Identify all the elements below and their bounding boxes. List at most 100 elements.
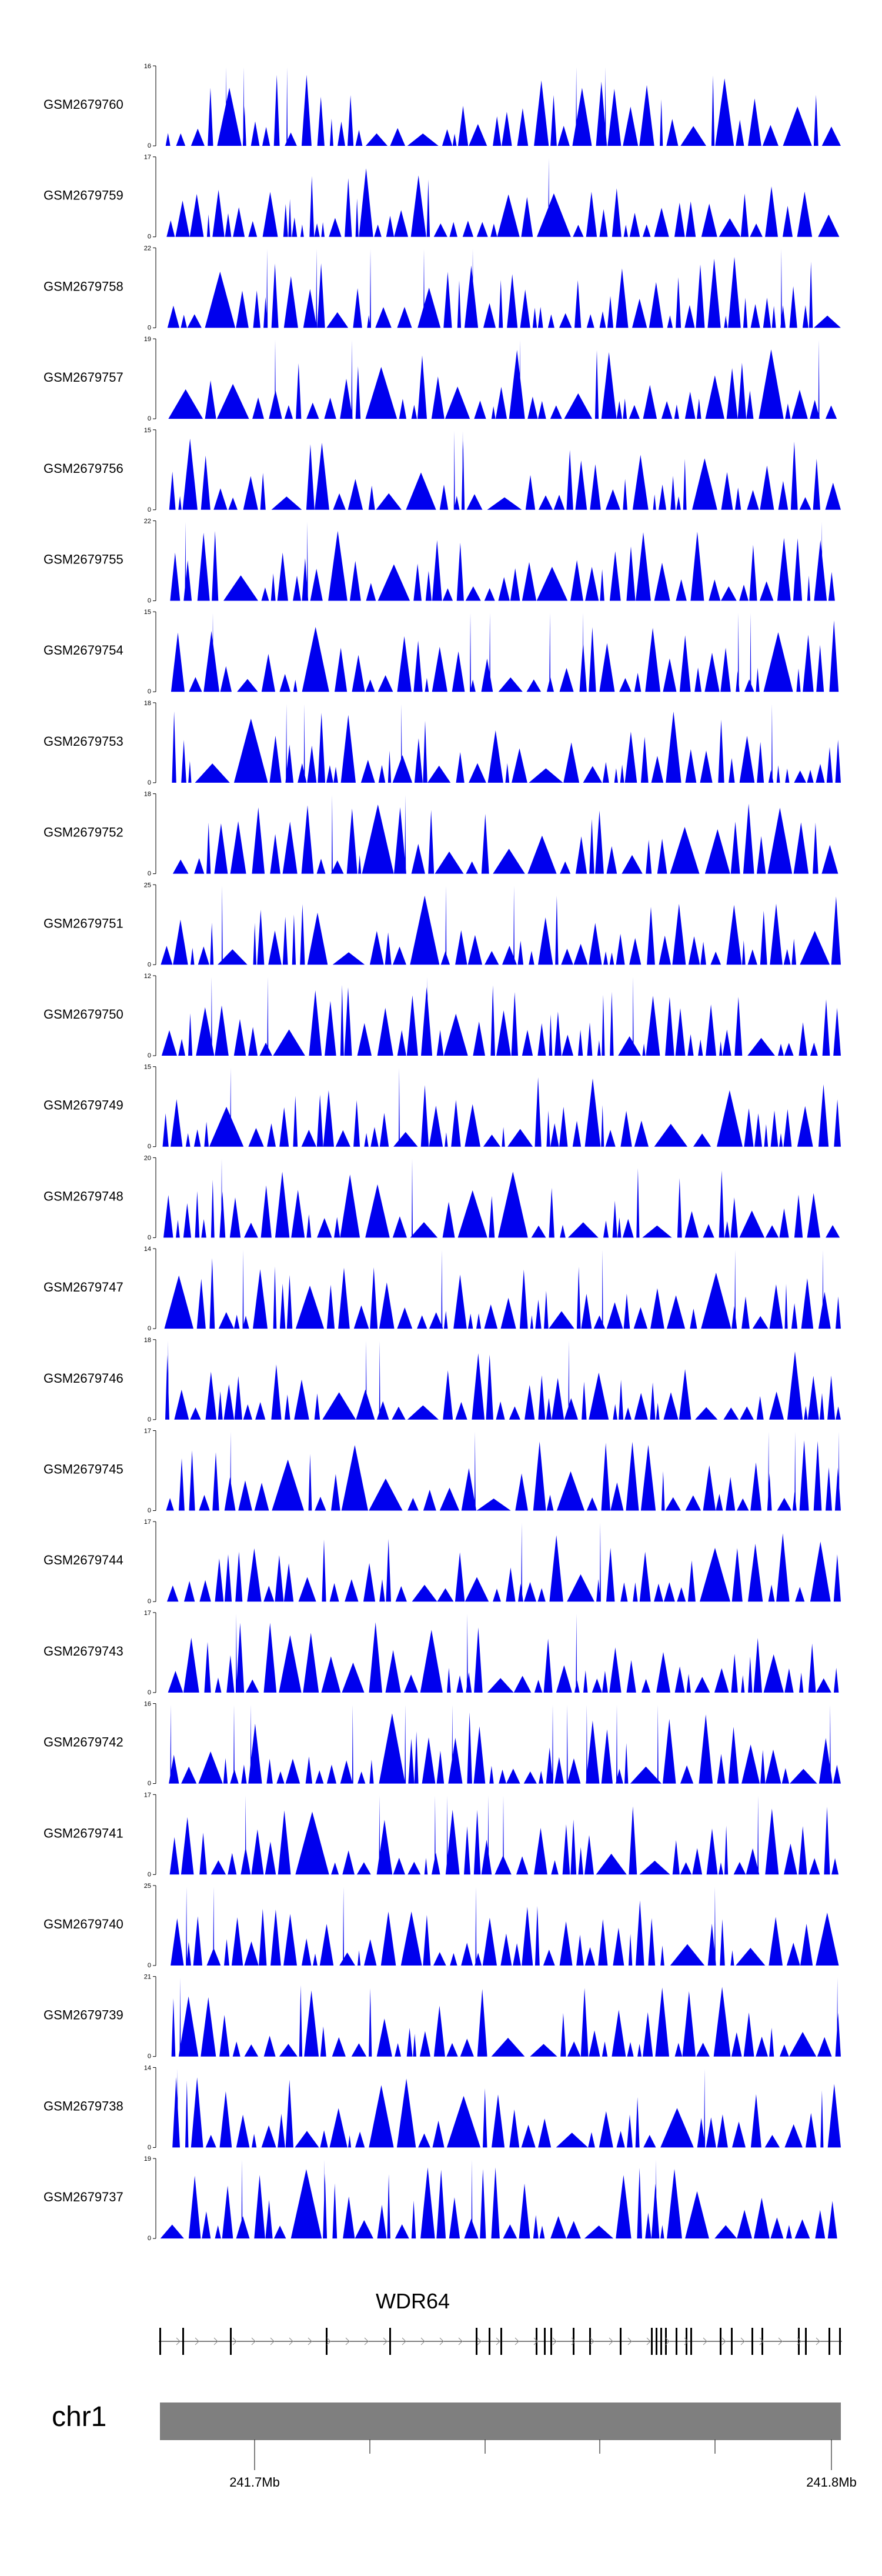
y-min-label: 0 [148,1143,151,1150]
strand-arrow [326,2337,331,2345]
strand-arrow [590,2337,594,2345]
y-min-label: 0 [148,2235,151,2242]
strand-arrow [232,2337,237,2345]
strand-arrow [383,2337,387,2345]
gene-exon [690,2328,692,2355]
coverage-signal [160,613,841,692]
coverage-signal [160,1704,841,1784]
strand-arrow [778,2337,783,2345]
strand-arrow [721,2337,726,2345]
y-min-label: 0 [148,1689,151,1696]
y-min-label: 0 [148,870,151,877]
gene-exon [651,2328,653,2355]
y-min-label: 0 [148,2053,151,2060]
gene-exon [665,2328,667,2355]
gene-exon [761,2328,763,2355]
track-label: GSM2679752 [44,825,123,840]
track-label: GSM2679754 [44,643,123,658]
gene-exon [536,2328,537,2355]
track-label: GSM2679738 [44,2098,123,2113]
strand-arrow [176,2337,181,2345]
y-min-label: 0 [148,1871,151,1878]
coverage-track: GSM2679744 17 0 [44,1519,841,1605]
coverage-track: GSM2679737 19 0 [44,2155,841,2242]
gene-exon [389,2328,391,2355]
gene-annotation-track: WDR64 [159,2289,842,2355]
y-max-label: 17 [144,1610,151,1617]
y-max-label: 18 [144,791,151,798]
track-label: GSM2679737 [44,2190,123,2204]
coverage-signal [160,2160,841,2239]
y-min-label: 0 [148,688,151,695]
gene-exon [839,2328,841,2355]
strand-arrow [213,2337,218,2345]
coverage-signal [160,977,841,1056]
coverage-track: GSM2679759 17 0 [44,154,841,241]
y-max-label: 15 [144,1064,151,1071]
strand-arrow [496,2337,500,2345]
coverage-signal [160,2068,841,2148]
track-label: GSM2679741 [44,1826,123,1840]
gene-exon [182,2328,184,2355]
coverage-track: GSM2679746 18 0 [44,1337,841,1423]
coverage-track: GSM2679748 20 0 [44,1154,841,1241]
y-min-label: 0 [148,142,151,149]
strand-arrow [420,2337,425,2345]
gene-exon [656,2328,657,2355]
strand-arrow [684,2337,689,2345]
coverage-signal [160,1067,841,1147]
gene-exon [751,2328,753,2355]
gene-exon [620,2328,622,2355]
gene-exon [550,2328,552,2355]
coverage-signal [160,795,841,874]
track-label: GSM2679755 [44,552,123,567]
y-max-label: 20 [144,1154,151,1162]
y-min-label: 0 [148,233,151,241]
strand-arrow [703,2337,707,2345]
y-max-label: 17 [144,1519,151,1526]
y-max-label: 14 [144,2064,151,2071]
gene-exon [573,2328,574,2355]
gene-exon [720,2328,721,2355]
gene-exon [544,2328,546,2355]
y-min-label: 0 [148,1962,151,1969]
track-label: GSM2679746 [44,1371,123,1386]
track-label: GSM2679744 [44,1553,123,1567]
coverage-signal [160,703,841,783]
coverage-signal [160,1523,841,1602]
gene-exon [686,2328,687,2355]
track-label: GSM2679745 [44,1462,123,1477]
y-max-label: 21 [144,1974,151,1981]
coverage-track: GSM2679738 14 0 [44,2064,841,2151]
strand-arrow [477,2337,482,2345]
coverage-track: GSM2679756 15 0 [44,427,841,513]
y-min-label: 0 [148,1325,151,1332]
coverage-track: GSM2679742 16 0 [44,1701,841,1787]
gene-exon [828,2328,830,2355]
y-max-label: 15 [144,609,151,616]
coverage-track: GSM2679751 25 0 [44,882,841,968]
coverage-signal [160,1159,841,1238]
y-max-label: 16 [144,1701,151,1708]
strand-arrow [402,2337,406,2345]
coverage-track: GSM2679743 17 0 [44,1610,841,1696]
coverage-signal [160,340,841,419]
coverage-signal [160,1340,841,1420]
strand-arrow [458,2337,463,2345]
y-min-label: 0 [148,1416,151,1423]
coverage-signal [160,67,841,146]
track-label: GSM2679739 [44,2008,123,2023]
gene-exon [805,2328,807,2355]
track-label: GSM2679760 [44,97,123,112]
strand-arrow [816,2337,820,2345]
y-min-label: 0 [148,415,151,422]
gene-exon [476,2328,477,2355]
y-max-label: 19 [144,336,151,343]
coverage-track: GSM2679739 21 0 [44,1974,841,2060]
y-max-label: 18 [144,700,151,707]
track-label: GSM2679747 [44,1280,123,1294]
coverage-track: GSM2679755 22 0 [44,518,841,605]
strand-arrow [345,2337,350,2345]
y-max-label: 22 [144,518,151,525]
